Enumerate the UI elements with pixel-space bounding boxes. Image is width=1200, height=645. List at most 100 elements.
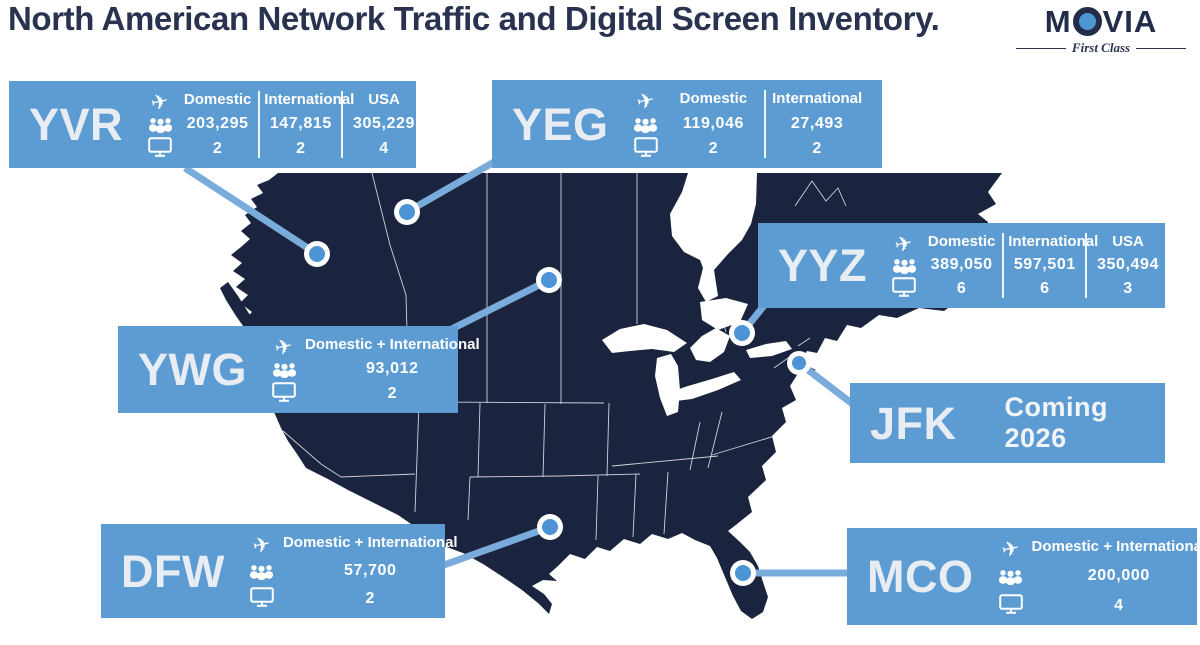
traffic-column-combined: Domestic + International 200,000 4 — [1028, 538, 1200, 615]
passengers-value: 203,295 — [186, 115, 249, 132]
logo-o-circle-icon — [1072, 7, 1102, 36]
card-body: ✈ Domestic + International 200,000 4 — [994, 536, 1200, 615]
traffic-column-international: International 147,815 2 — [258, 91, 355, 158]
icons-column: ✈ — [629, 88, 663, 158]
airport-card-yeg: YEG ✈ Domestic 119,046 2 International 2… — [492, 80, 882, 168]
airport-card-yvr: YVR ✈ Domestic 203,295 2 International 1… — [9, 81, 416, 168]
screens-value: 4 — [379, 140, 389, 157]
people-group-icon — [892, 259, 916, 274]
airplane-icon: ✈ — [893, 231, 916, 258]
screens-value: 2 — [812, 140, 822, 157]
traffic-column-combined: Domestic + International 93,012 2 — [301, 336, 484, 403]
airport-card-jfk: JFK Coming 2026 — [850, 383, 1165, 463]
airport-code: DFW — [121, 545, 225, 597]
column-label: International — [772, 90, 863, 107]
icons-column: ✈ — [994, 536, 1028, 615]
logo-letters-via: VIA — [1102, 4, 1158, 39]
screens-value: 2 — [708, 140, 719, 157]
monitor-icon — [250, 587, 274, 607]
passengers-value: 147,815 — [269, 115, 332, 132]
screens-value: 2 — [387, 385, 398, 402]
passengers-value: 597,501 — [1013, 256, 1076, 273]
icons-column: ✈ — [267, 334, 301, 403]
logo-wordmark: M VIA — [1016, 6, 1186, 37]
passengers-value: 27,493 — [790, 114, 844, 132]
passengers-value: 57,700 — [344, 561, 397, 579]
airport-code: YEG — [512, 98, 609, 150]
column-label: USA — [1112, 233, 1144, 250]
traffic-column-domestic: Domestic 203,295 2 — [177, 91, 258, 158]
column-label: Domestic + International — [282, 534, 458, 551]
traffic-column-international: International 27,493 2 — [764, 90, 868, 158]
monitor-icon — [272, 382, 296, 402]
people-group-icon — [148, 118, 172, 133]
tagline-text: First Class — [1071, 40, 1131, 55]
people-group-icon — [999, 570, 1022, 585]
airplane-icon: ✈ — [272, 334, 295, 361]
monitor-icon — [998, 594, 1023, 614]
screens-value: 2 — [212, 140, 223, 157]
connector-line-yvr — [183, 165, 319, 257]
monitor-icon — [148, 137, 172, 157]
traffic-column-international: International 597,501 6 — [1002, 233, 1099, 298]
traffic-column-domestic: Domestic 389,050 6 — [921, 233, 1002, 298]
icons-column: ✈ — [887, 231, 921, 298]
airplane-icon: ✈ — [149, 89, 172, 116]
logo-tagline: First Class — [1016, 40, 1187, 56]
column-label: Domestic — [679, 90, 748, 107]
airport-card-mco: MCO ✈ Domestic + International 200,000 4 — [847, 528, 1200, 625]
screens-value: 2 — [365, 590, 376, 607]
card-body: ✈ Domestic + International 57,700 2 — [245, 532, 462, 608]
passengers-value: 200,000 — [1087, 567, 1150, 584]
connector-line-dfw — [428, 523, 552, 574]
icons-column: ✈ — [143, 89, 177, 158]
marker-dot-yeg — [394, 199, 420, 225]
card-body: ✈ Domestic + International 93,012 2 — [267, 334, 484, 403]
passengers-value: 389,050 — [930, 256, 993, 273]
column-label: Domestic + International — [1031, 538, 1200, 555]
airplane-icon: ✈ — [999, 536, 1022, 563]
tagline-rule-right — [1136, 47, 1187, 49]
location-markers — [304, 199, 811, 586]
airplane-icon: ✈ — [634, 88, 657, 115]
traffic-column-combined: Domestic + International 57,700 2 — [279, 534, 462, 608]
people-group-icon — [272, 363, 296, 378]
airport-code: MCO — [867, 551, 974, 602]
marker-dot-ywg — [536, 267, 562, 293]
passengers-value: 119,046 — [682, 114, 744, 132]
page-title: North American Network Traffic and Digit… — [8, 0, 940, 37]
airport-card-dfw: DFW ✈ Domestic + International 57,700 2 — [101, 524, 458, 618]
marker-dot-jfk — [787, 351, 811, 375]
monitor-icon — [892, 277, 916, 297]
state-borders — [267, 172, 847, 541]
people-group-icon — [250, 564, 274, 580]
screens-value: 4 — [1114, 597, 1124, 614]
traffic-column-usa: USA 350,494 3 — [1085, 233, 1168, 298]
marker-dot-yyz — [729, 320, 755, 346]
screens-value: 2 — [296, 140, 306, 157]
column-label: USA — [368, 91, 400, 108]
icons-column: ✈ — [245, 532, 279, 608]
airport-card-ywg: YWG ✈ Domestic + International 93,012 2 — [118, 326, 480, 413]
passengers-value: 93,012 — [366, 360, 419, 377]
screens-value: 6 — [1040, 280, 1050, 297]
column-label: International — [1008, 233, 1099, 250]
card-body: ✈ Domestic 389,050 6 International 597,5… — [887, 231, 1169, 298]
airport-code: YYZ — [778, 240, 868, 291]
card-body: ✈ Domestic 119,046 2 International 27,49… — [629, 88, 868, 158]
column-label: International — [264, 91, 355, 108]
tagline-rule-left — [1016, 47, 1066, 49]
airport-code: YVR — [29, 99, 124, 150]
logo-letter-m: M — [1044, 4, 1072, 39]
airport-code: JFK — [870, 397, 957, 449]
marker-dot-dfw — [537, 514, 563, 540]
screens-value: 3 — [1123, 280, 1133, 297]
monitor-icon — [633, 137, 658, 157]
traffic-column-usa: USA 305,229 4 — [341, 91, 424, 158]
airplane-icon: ✈ — [250, 532, 273, 559]
column-label: Domestic + International — [305, 336, 480, 353]
passengers-value: 350,494 — [1097, 256, 1160, 273]
traffic-column-domestic: Domestic 119,046 2 — [663, 90, 765, 158]
coming-soon-note: Coming 2026 — [1004, 392, 1109, 453]
movia-logo: M VIA First Class — [1016, 6, 1187, 56]
